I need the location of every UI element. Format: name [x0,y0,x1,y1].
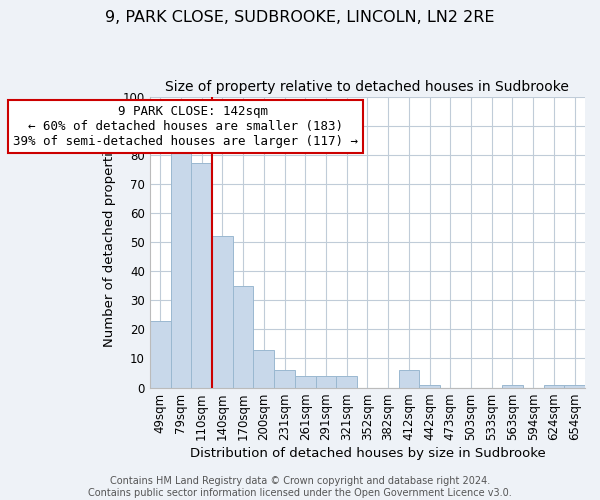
Bar [398,370,419,388]
X-axis label: Distribution of detached houses by size in Sudbrooke: Distribution of detached houses by size … [190,447,545,460]
Bar [150,320,170,388]
Y-axis label: Number of detached properties: Number of detached properties [103,137,116,347]
Bar [316,376,337,388]
Bar [564,384,585,388]
Text: Contains HM Land Registry data © Crown copyright and database right 2024.
Contai: Contains HM Land Registry data © Crown c… [88,476,512,498]
Bar [212,236,233,388]
Title: Size of property relative to detached houses in Sudbrooke: Size of property relative to detached ho… [166,80,569,94]
Bar [295,376,316,388]
Bar [419,384,440,388]
Bar [233,286,253,388]
Bar [170,149,191,388]
Bar [337,376,357,388]
Bar [253,350,274,388]
Bar [274,370,295,388]
Bar [191,164,212,388]
Bar [502,384,523,388]
Bar [544,384,564,388]
Text: 9 PARK CLOSE: 142sqm
← 60% of detached houses are smaller (183)
39% of semi-deta: 9 PARK CLOSE: 142sqm ← 60% of detached h… [13,106,358,148]
Text: 9, PARK CLOSE, SUDBROOKE, LINCOLN, LN2 2RE: 9, PARK CLOSE, SUDBROOKE, LINCOLN, LN2 2… [105,10,495,25]
